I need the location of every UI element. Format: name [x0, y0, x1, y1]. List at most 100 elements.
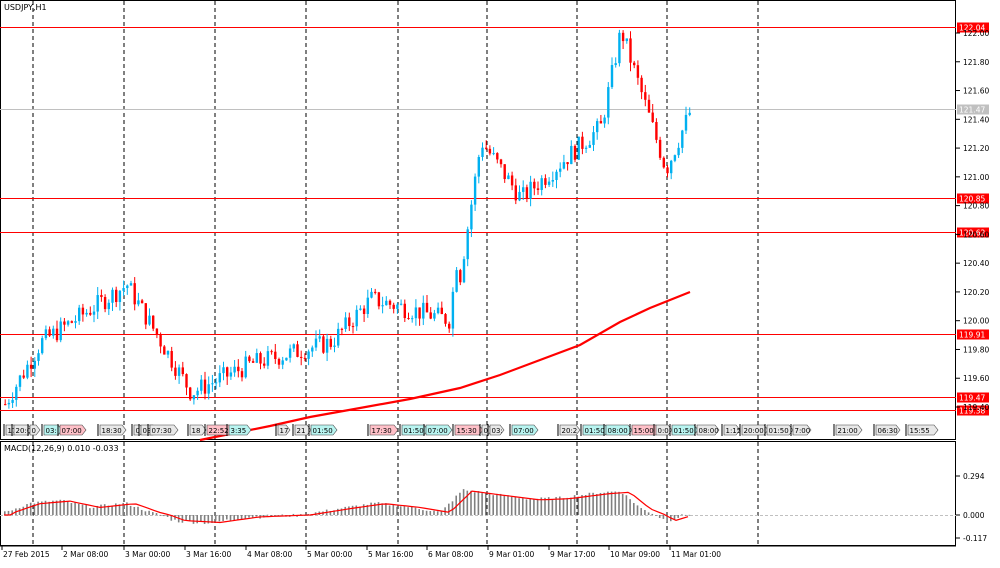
current-price-label: 121.47	[959, 106, 985, 115]
candle-body	[451, 291, 455, 329]
event-tag[interactable]	[277, 424, 291, 436]
macd-histogram-bar	[48, 501, 50, 515]
macd-histogram-bar	[610, 491, 613, 515]
event-tag[interactable]	[425, 424, 453, 436]
candle-body	[374, 291, 377, 293]
macd-tick-label: 0.294	[963, 472, 985, 481]
candle-body	[170, 351, 173, 368]
event-tag[interactable]	[228, 424, 252, 436]
level-price-tag[interactable]	[957, 392, 989, 403]
time-tick-label: 2 Mar 08:00	[63, 550, 109, 559]
event-tag[interactable]	[907, 424, 939, 436]
macd-histogram-bar	[351, 505, 354, 515]
candle-body	[296, 344, 299, 357]
candle-body	[440, 307, 443, 315]
event-tag[interactable]	[29, 424, 41, 436]
candle-body	[618, 32, 621, 64]
time-tick-label: 10 Mar 09:00	[610, 550, 660, 559]
candle-body	[584, 147, 588, 149]
event-tag-label: 15:00	[634, 427, 654, 435]
candle-body	[81, 307, 85, 315]
candle-body	[288, 348, 292, 358]
candle-body	[85, 312, 88, 315]
macd-histogram-bar	[333, 510, 335, 515]
macd-histogram-bar	[377, 502, 380, 515]
event-tag[interactable]	[149, 424, 179, 436]
candle-body	[492, 153, 495, 155]
macd-histogram-bar	[547, 497, 550, 515]
candle-body	[140, 300, 144, 304]
event-tag[interactable]	[59, 424, 87, 436]
candle-body	[314, 338, 318, 348]
candle-body	[22, 375, 25, 378]
macd-histogram-bar	[562, 498, 565, 515]
macd-histogram-bar	[359, 506, 361, 515]
macd-histogram-bar	[418, 509, 420, 515]
event-tag[interactable]	[454, 424, 484, 436]
event-tag-label: 07:00	[62, 427, 82, 435]
event-tag[interactable]	[99, 424, 127, 436]
event-tag-strip[interactable]: 1720:0003:07:0018:30003:07:301822:523:35…	[3, 424, 939, 436]
macd-histogram-bar	[207, 515, 210, 524]
event-tag[interactable]	[559, 424, 581, 436]
candle-body	[33, 360, 36, 369]
event-tag[interactable]	[489, 424, 505, 436]
event-tag-label: 0:0	[658, 427, 669, 435]
macd-histogram-bar	[399, 506, 402, 515]
macd-histogram-bar	[492, 495, 494, 515]
event-tag[interactable]	[696, 424, 720, 436]
candle-body	[644, 92, 647, 100]
candle-body	[333, 345, 336, 347]
price-axis[interactable]: 122.04 120.85 120.62 119.91 119.47 119.38 121.…	[956, 22, 989, 416]
candle-body	[311, 347, 314, 352]
symbol-label: USDJPY,H1	[4, 3, 47, 12]
candle-body	[118, 290, 122, 303]
macd-histogram-bar	[85, 504, 87, 515]
macd-histogram-bar	[222, 515, 224, 521]
event-tag[interactable]	[875, 424, 901, 436]
macd-histogram-bar	[344, 506, 346, 515]
time-axis[interactable]: 27 Feb 2015 2 Mar 08:00 3 Mar 00:00 3 Mar 1…	[1, 546, 721, 559]
candle-body	[499, 159, 503, 165]
event-tag[interactable]	[723, 424, 741, 436]
candle-body	[340, 328, 344, 330]
macd-histogram-bar	[633, 503, 635, 515]
candle-body	[633, 62, 636, 66]
event-tag[interactable]	[835, 424, 863, 436]
candle-body	[510, 175, 514, 186]
macd-histogram-bar	[655, 515, 657, 516]
candle-body	[59, 321, 62, 341]
level-price-tag[interactable]	[957, 193, 989, 204]
event-tag[interactable]	[792, 424, 812, 436]
candle-body	[477, 157, 480, 177]
candle-body	[518, 191, 521, 201]
event-tag[interactable]	[310, 424, 338, 436]
macd-histogram-bar	[614, 491, 617, 515]
level-price-tag[interactable]	[957, 227, 989, 238]
price-tick-label: 122.00	[963, 29, 989, 38]
macd-histogram-bar	[78, 503, 80, 515]
macd-histogram-bar	[414, 507, 417, 515]
macd-tick-label: -0.117	[963, 534, 987, 543]
macd-histogram-bar	[233, 515, 235, 521]
candle-body	[666, 167, 669, 174]
event-tag[interactable]	[671, 424, 699, 436]
candle-body	[670, 160, 673, 174]
level-price-tag[interactable]	[957, 405, 989, 416]
candle-body	[629, 38, 632, 63]
level-price-tag[interactable]	[957, 22, 989, 33]
price-tick-label: 120.80	[963, 202, 989, 211]
level-price-tag[interactable]	[957, 329, 989, 340]
event-tag[interactable]	[511, 424, 539, 436]
event-tag[interactable]	[189, 424, 207, 436]
macd-histogram-bar	[666, 515, 668, 522]
event-tag[interactable]	[741, 424, 769, 436]
candle-body	[26, 364, 29, 378]
event-tag[interactable]	[369, 424, 399, 436]
macd-histogram-bar	[340, 508, 343, 515]
macd-histogram-bar	[129, 505, 132, 515]
macd-histogram-bar	[185, 515, 187, 521]
macd-histogram-bar	[451, 501, 454, 515]
